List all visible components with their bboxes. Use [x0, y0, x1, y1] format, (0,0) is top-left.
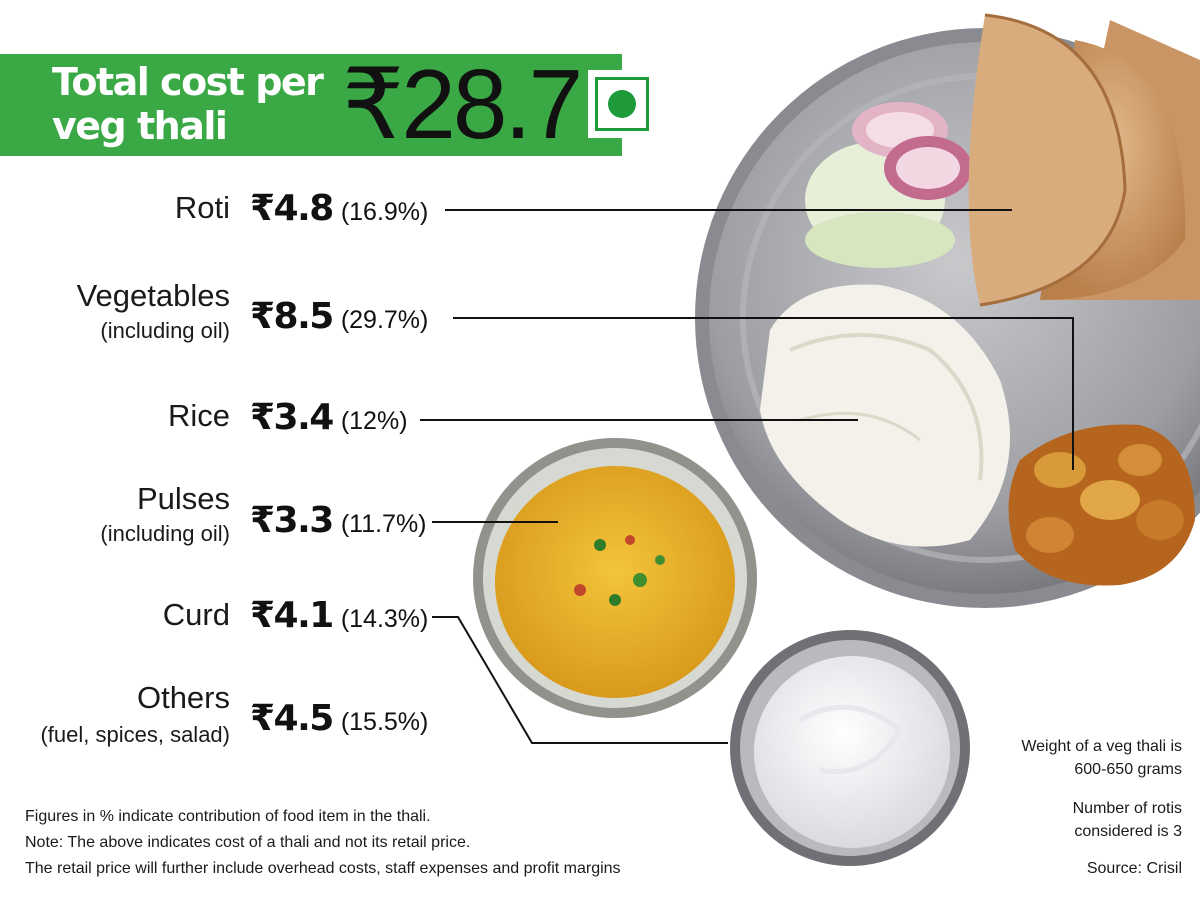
- item-cost: ₹4.5: [250, 698, 334, 739]
- item-price-pulses: ₹3.3 (11.7%): [250, 501, 427, 548]
- item-price-roti: ₹4.8 (16.9%): [250, 189, 428, 236]
- item-cost: ₹4.8: [250, 188, 334, 229]
- title-banner: [0, 54, 622, 156]
- item-share: (15.5%): [340, 708, 429, 736]
- item-price-others: ₹4.5 (15.5%): [250, 699, 428, 746]
- item-sub-others: (fuel, spices, salad): [40, 722, 230, 747]
- item-share: (12%): [340, 407, 408, 435]
- item-share: (11.7%): [340, 510, 427, 538]
- item-name-curd: Curd: [162, 597, 230, 632]
- item-cost: ₹3.4: [250, 397, 334, 438]
- item-name-pulses: Pulses: [136, 481, 230, 516]
- item-cost: ₹8.5: [250, 296, 334, 337]
- item-share: (14.3%): [340, 605, 429, 633]
- item-price-curd: ₹4.1 (14.3%): [250, 596, 428, 643]
- item-name-vegetables: Vegetables: [76, 278, 230, 313]
- rotis: [968, 13, 1200, 307]
- thali-weight-note: Weight of a veg thali is 600-650 grams: [1021, 735, 1182, 781]
- note-line: considered is 3: [1074, 823, 1182, 840]
- vegetable-curry: [1008, 424, 1195, 586]
- item-sub-vegetables: (including oil): [100, 318, 230, 343]
- item-cost: ₹4.1: [250, 595, 334, 636]
- salad: [805, 102, 972, 268]
- dal-bowl: [473, 438, 757, 718]
- item-name-others: Others: [136, 680, 230, 715]
- leader-lines: [420, 209, 1074, 744]
- veg-symbol-icon: [588, 70, 656, 138]
- item-share: (16.9%): [340, 198, 429, 226]
- total-cost: ₹28.7: [342, 49, 583, 159]
- item-price-vegetables: ₹8.5 (29.7%): [250, 297, 428, 344]
- note-line: 600-650 grams: [1074, 761, 1182, 778]
- footnote-line: Figures in % indicate contribution of fo…: [25, 808, 431, 825]
- page-title: Total cost per veg thali: [52, 60, 324, 148]
- item-name-rice: Rice: [167, 398, 230, 433]
- source-note: Source: Crisil: [1086, 860, 1182, 877]
- item-sub-pulses: (including oil): [100, 521, 230, 546]
- note-line: Weight of a veg thali is: [1021, 738, 1182, 755]
- item-name-roti: Roti: [174, 190, 230, 225]
- note-line: Number of rotis: [1072, 800, 1182, 817]
- footnote-line: Note: The above indicates cost of a thal…: [25, 834, 471, 851]
- curd-bowl: [730, 630, 970, 866]
- roti-count-note: Number of rotis considered is 3: [1073, 797, 1182, 843]
- rice: [760, 284, 1010, 547]
- item-share: (29.7%): [340, 306, 429, 334]
- item-price-rice: ₹3.4 (12%): [250, 398, 408, 445]
- item-cost: ₹3.3: [250, 500, 334, 541]
- footnote-line: The retail price will further include ov…: [25, 860, 621, 877]
